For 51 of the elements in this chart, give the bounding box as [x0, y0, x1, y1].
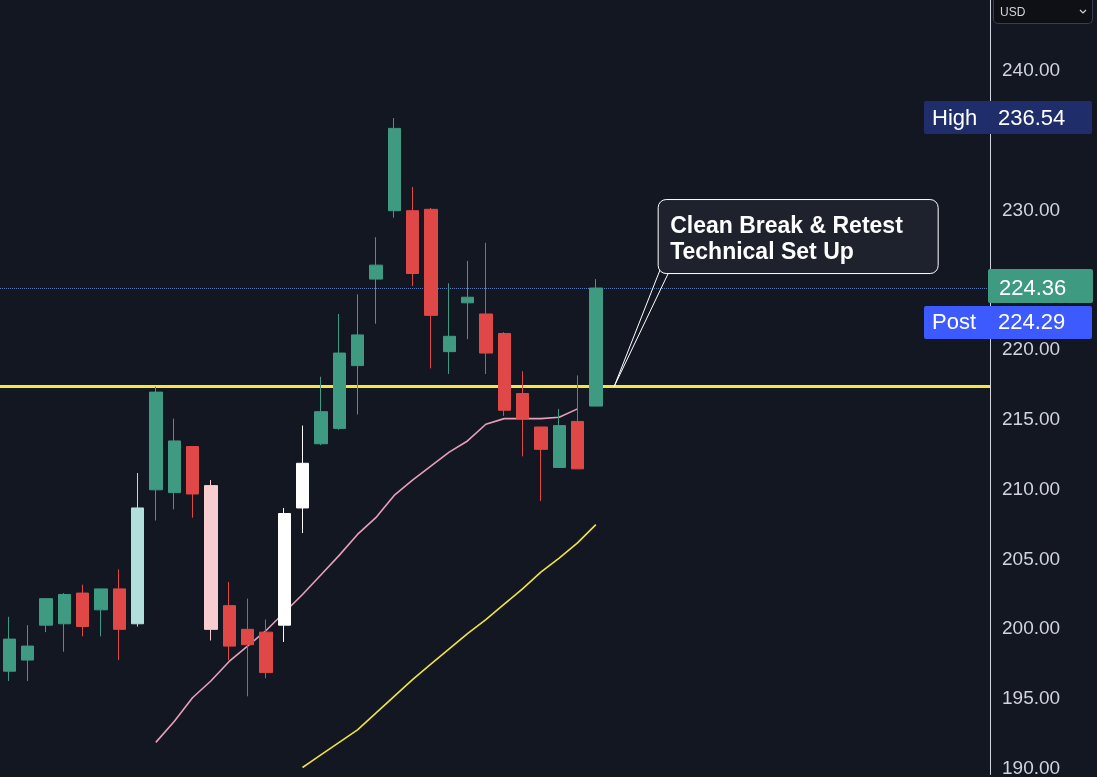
candlestick	[223, 581, 236, 661]
candlestick	[589, 278, 603, 407]
candlestick	[94, 588, 108, 637]
candlestick	[534, 426, 548, 502]
ref-line-label: 224.36	[999, 274, 1067, 300]
y-tick-label: 215.00	[1002, 408, 1061, 430]
candlestick	[39, 598, 53, 633]
candlestick	[3, 616, 16, 682]
candlestick	[314, 376, 328, 446]
y-tick-label: 210.00	[1002, 477, 1061, 499]
candlestick	[516, 370, 529, 457]
annotation: Post	[932, 309, 977, 335]
line-series	[301, 523, 597, 769]
candlestick	[498, 331, 511, 417]
y-tick-label: 200.00	[1002, 617, 1061, 639]
y-tick-label: 230.00	[1002, 198, 1061, 220]
candlestick	[278, 507, 291, 643]
candlestick	[406, 186, 419, 287]
candlestick	[131, 472, 144, 628]
candlestick	[149, 386, 163, 521]
candlestick	[333, 313, 346, 431]
currency-dropdown: USD	[993, 0, 1093, 24]
y-tick-label: 240.00	[1002, 59, 1061, 81]
candlestick	[553, 408, 566, 468]
candlestick	[58, 592, 71, 653]
text: 224.29	[998, 309, 1066, 335]
candlestick	[296, 425, 309, 534]
y-tick-label: 190.00	[1002, 757, 1061, 777]
annotation: Clean Break & Retest Technical Set Up	[670, 211, 904, 264]
candlestick	[168, 418, 181, 510]
y-tick-label: 205.00	[1002, 547, 1061, 569]
line-series	[155, 408, 579, 744]
candlestick	[76, 584, 89, 637]
candlestick	[351, 293, 364, 415]
candlestick	[443, 282, 456, 375]
text: 236.54	[998, 104, 1066, 130]
candlestick	[241, 598, 254, 697]
candlestick	[388, 117, 401, 219]
candlestick	[461, 260, 474, 340]
y-tick-label: 195.00	[1002, 687, 1061, 709]
candlestick	[424, 207, 438, 369]
candlestick	[21, 624, 34, 682]
annotation: High	[932, 104, 978, 130]
candlestick	[479, 242, 493, 375]
y-tick-label: 220.00	[1002, 338, 1061, 360]
candlestick	[186, 446, 199, 519]
candlestick	[571, 374, 584, 470]
candlestick	[259, 619, 273, 679]
candlestick	[369, 236, 383, 325]
candlestick	[113, 568, 126, 661]
candlestick	[204, 479, 218, 642]
